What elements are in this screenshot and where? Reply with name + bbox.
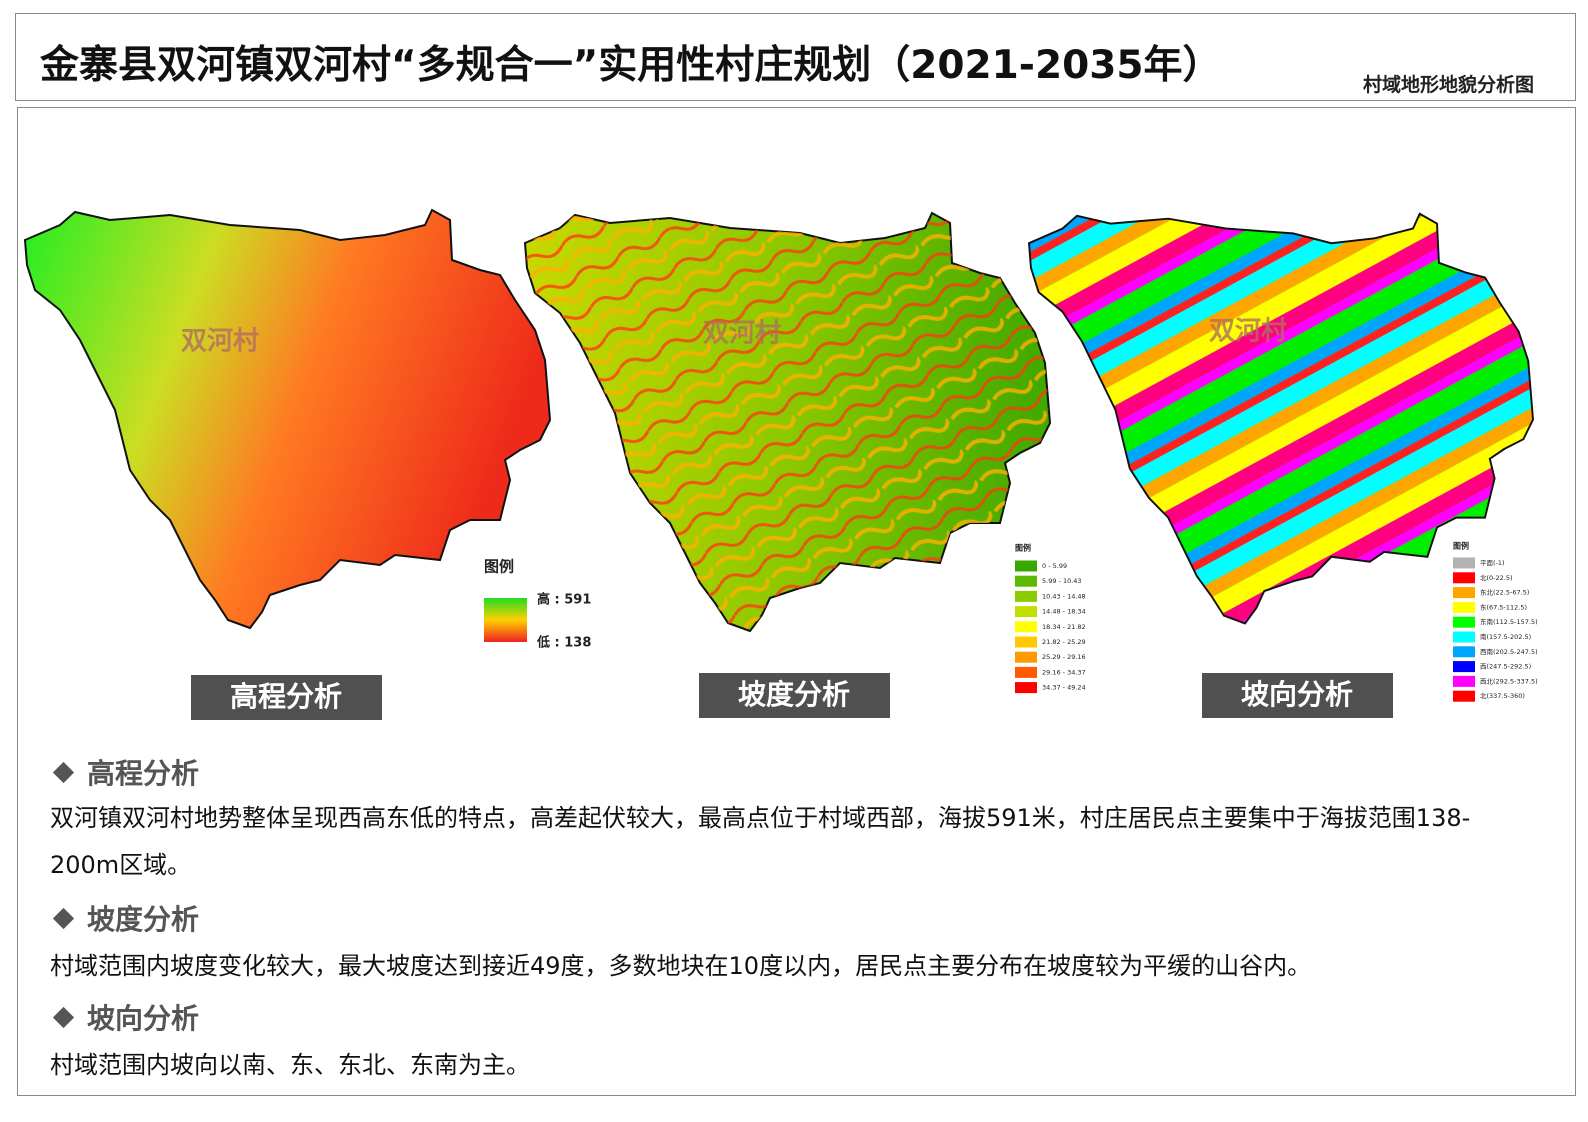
legend-swatch — [1015, 621, 1037, 633]
page-title: 金寨县双河镇双河村“多规合一”实用性村庄规划（2021-2035年） — [40, 43, 1222, 88]
legend-label: 北(0-22.5) — [1480, 574, 1513, 582]
legend-label: 21.82 - 25.29 — [1042, 638, 1086, 646]
legend-title: 图例 — [484, 558, 514, 576]
legend-label: 34.37 - 49.24 — [1042, 684, 1086, 692]
section-body: 村域范围内坡度变化较大，最大坡度达到接近49度，多数地块在10度以内，居民点主要… — [50, 952, 1312, 980]
legend-label: 高 : 591 — [537, 592, 591, 608]
map-caption: 高程分析 — [230, 680, 342, 713]
legend-title: 图例 — [1453, 541, 1469, 551]
legend-label: 西南(202.5-247.5) — [1480, 647, 1538, 656]
legend-swatch — [1453, 572, 1475, 584]
legend-swatch — [1015, 651, 1037, 663]
elevation-legend-ramp — [484, 598, 527, 642]
legend-label: 南(157.5-202.5) — [1480, 632, 1531, 641]
bullet — [52, 1006, 75, 1028]
legend-label: 10.43 - 14.48 — [1042, 592, 1086, 600]
village-label: 双河村 — [1209, 317, 1287, 347]
bullet — [52, 761, 75, 783]
section-heading: 坡度分析 — [52, 898, 199, 938]
legend-swatch — [1453, 690, 1475, 702]
legend-label: 东南(112.5-157.5) — [1480, 617, 1538, 626]
header-frame — [15, 13, 1576, 101]
village-label: 双河村 — [181, 327, 259, 357]
legend-swatch — [1015, 575, 1037, 587]
legend-label: 平面(-1) — [1480, 559, 1505, 567]
legend-label: 东北(22.5-67.5) — [1480, 588, 1529, 597]
slope-map — [524, 212, 1051, 632]
legend-label: 18.34 - 21.82 — [1042, 623, 1086, 631]
content-frame — [17, 107, 1576, 1096]
bullet — [52, 907, 75, 929]
legend-label: 西(247.5-292.5) — [1480, 663, 1531, 671]
legend-swatch — [1015, 682, 1037, 694]
legend-swatch — [1453, 661, 1475, 673]
legend-label: 29.16 - 34.37 — [1042, 668, 1086, 676]
legend-swatch — [1453, 616, 1475, 628]
legend-swatch — [1015, 590, 1037, 602]
caption-bg — [1202, 673, 1393, 718]
heading-text: 坡向分析 — [87, 1002, 200, 1035]
legend-swatch — [1015, 560, 1037, 572]
section-heading: 坡向分析 — [52, 997, 199, 1037]
village-label: 双河村 — [703, 319, 781, 349]
legend-label: 北(337.5-360) — [1480, 692, 1525, 700]
map-caption: 坡度分析 — [738, 678, 850, 711]
legend-label: 25.29 - 29.16 — [1042, 653, 1086, 661]
map-caption: 坡向分析 — [1241, 678, 1353, 711]
legend-label: 5.99 - 10.43 — [1042, 577, 1082, 585]
legend-swatch — [1453, 631, 1475, 643]
legend-swatch — [1015, 666, 1037, 678]
section-body: 村域范围内坡向以南、东、东北、东南为主。 — [50, 1051, 530, 1079]
elevation-map — [24, 209, 551, 629]
page-subtitle: 村域地形地貌分析图 — [1362, 74, 1534, 96]
caption-bg — [191, 675, 382, 720]
legend-label: 东(67.5-112.5) — [1480, 602, 1527, 611]
legend-title: 图例 — [1015, 543, 1031, 553]
legend-label: 低 : 138 — [536, 635, 591, 651]
section-heading: 高程分析 — [52, 752, 199, 792]
legend-swatch — [1015, 606, 1037, 618]
legend-swatch — [1453, 675, 1475, 687]
legend-label: 西北(292.5-337.5) — [1480, 677, 1538, 685]
heading-text: 坡度分析 — [87, 903, 200, 936]
legend-swatch — [1453, 557, 1475, 569]
legend-swatch — [1453, 601, 1475, 613]
legend-label: 14.48 - 18.34 — [1042, 608, 1086, 616]
legend-swatch — [1453, 587, 1475, 599]
section-body: 双河镇双河村地势整体呈现西高东低的特点，高差起伏较大，最高点位于村域西部，海拔5… — [50, 804, 1471, 879]
heading-text: 高程分析 — [87, 757, 200, 790]
legend-label: 0 - 5.99 — [1042, 562, 1067, 570]
legend-swatch — [1015, 636, 1037, 648]
caption-bg — [699, 673, 890, 718]
legend-swatch — [1453, 646, 1475, 658]
